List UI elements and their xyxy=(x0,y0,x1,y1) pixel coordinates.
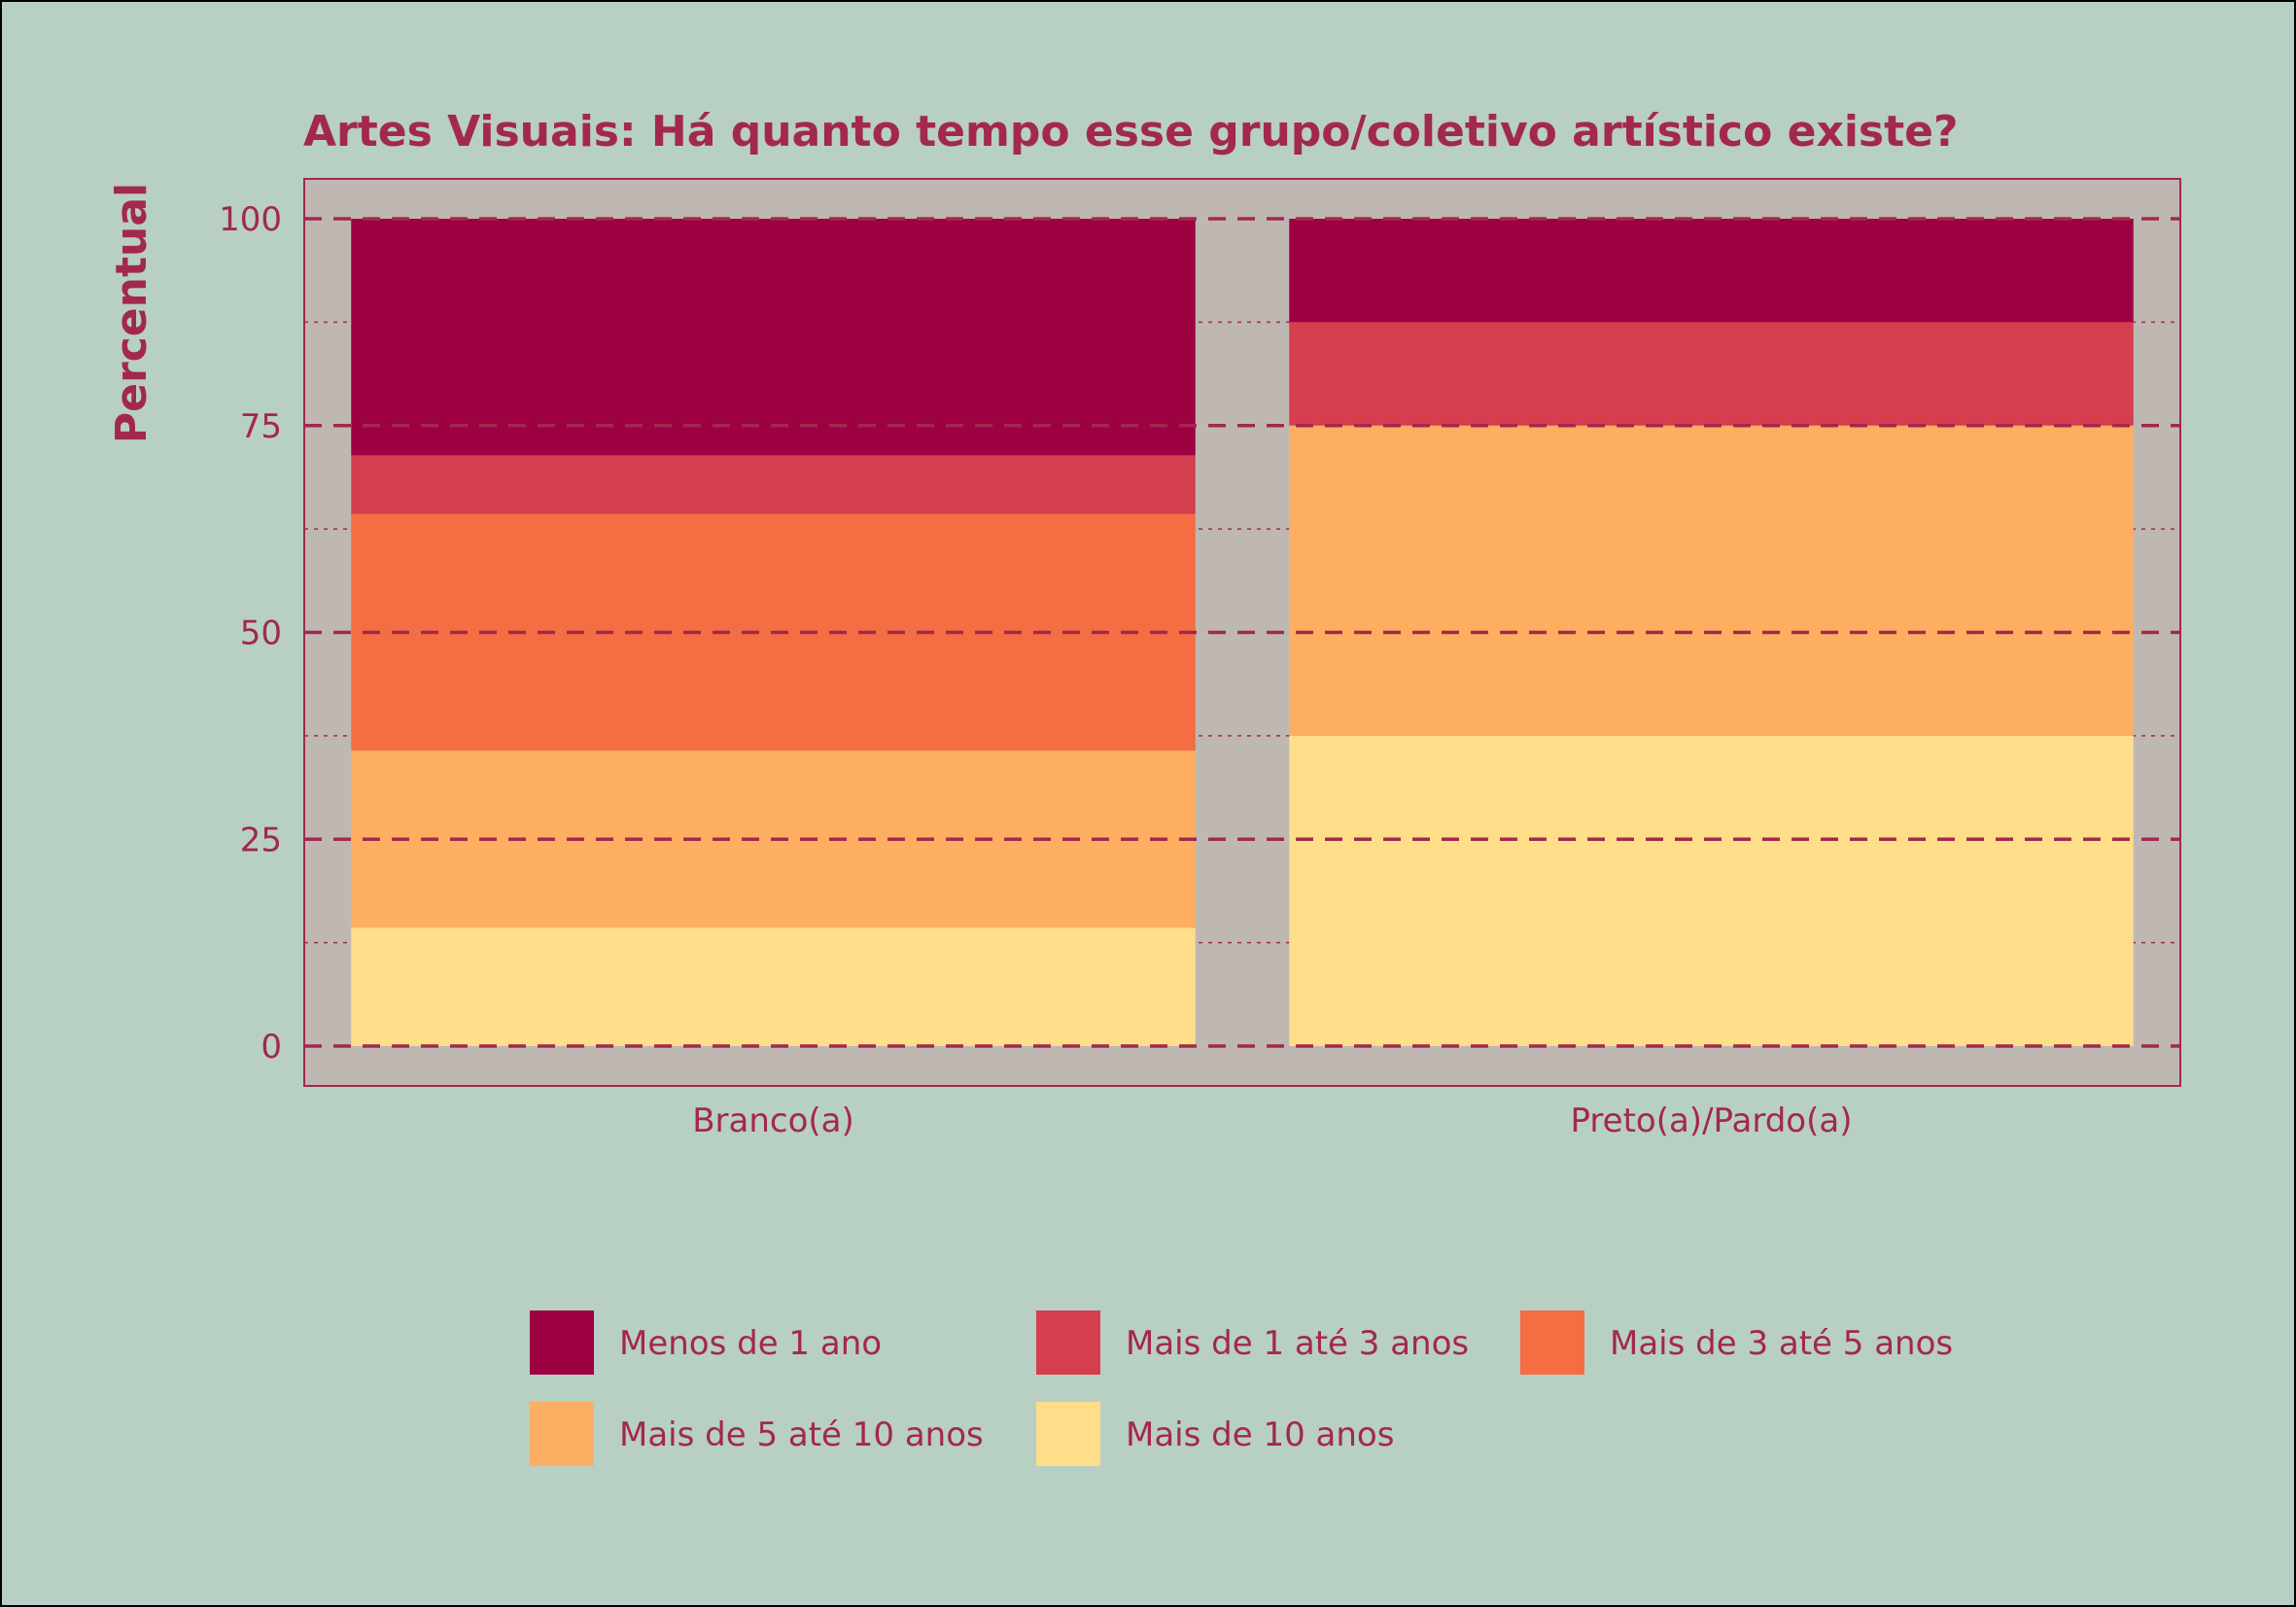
legend-item: Menos de 1 ano xyxy=(530,1310,882,1375)
legend-label: Mais de 10 anos xyxy=(1126,1415,1394,1454)
chart-title: Artes Visuais: Há quanto tempo esse grup… xyxy=(303,107,1959,157)
legend-swatch xyxy=(1036,1402,1100,1466)
bar-segment-Menos de 1 ano xyxy=(1289,219,2134,323)
legend-label: Mais de 1 até 3 anos xyxy=(1126,1324,1469,1363)
legend-label: Menos de 1 ano xyxy=(619,1324,882,1363)
bar-segment-Menos de 1 ano xyxy=(351,219,1196,456)
legend-item: Mais de 5 até 10 anos xyxy=(530,1402,984,1466)
x-tick-label: Preto(a)/Pardo(a) xyxy=(1571,1101,1853,1140)
y-tick-label: 75 xyxy=(240,407,282,446)
y-tick-label: 0 xyxy=(261,1028,282,1066)
legend-label: Mais de 5 até 10 anos xyxy=(619,1415,984,1454)
plot-border xyxy=(303,178,2181,1087)
bars xyxy=(351,219,2134,1046)
plot-area: 0 25 50 75 100 Branco(a) Preto(a)/Pardo(a) xyxy=(219,178,2181,1140)
legend-item: Mais de 10 anos xyxy=(1036,1402,1394,1466)
bar-segment-Mais de 5 até 10 anos xyxy=(1289,425,2134,736)
bar-segment-Mais de 1 até 3 anos xyxy=(1289,322,2134,426)
bar-segment-Mais de 10 anos xyxy=(351,927,1196,1046)
legend-swatch xyxy=(1520,1310,1584,1375)
legend: Menos de 1 ano Mais de 1 até 3 anos Mais d… xyxy=(530,1310,1953,1466)
legend-swatch xyxy=(530,1310,594,1375)
x-tick-label: Branco(a) xyxy=(692,1101,854,1140)
y-tick-label: 100 xyxy=(219,200,282,239)
y-tick-label: 25 xyxy=(240,821,282,859)
bar-segment-Mais de 10 anos xyxy=(1289,735,2134,1046)
legend-label: Mais de 3 até 5 anos xyxy=(1610,1324,1953,1363)
y-tick-label: 50 xyxy=(240,614,282,653)
legend-item: Mais de 1 até 3 anos xyxy=(1036,1310,1469,1375)
y-axis-label: Percentual xyxy=(107,183,157,443)
legend-swatch xyxy=(530,1402,594,1466)
bar-segment-Mais de 1 até 3 anos xyxy=(351,455,1196,514)
legend-item: Mais de 3 até 5 anos xyxy=(1520,1310,1953,1375)
legend-swatch xyxy=(1036,1310,1100,1375)
